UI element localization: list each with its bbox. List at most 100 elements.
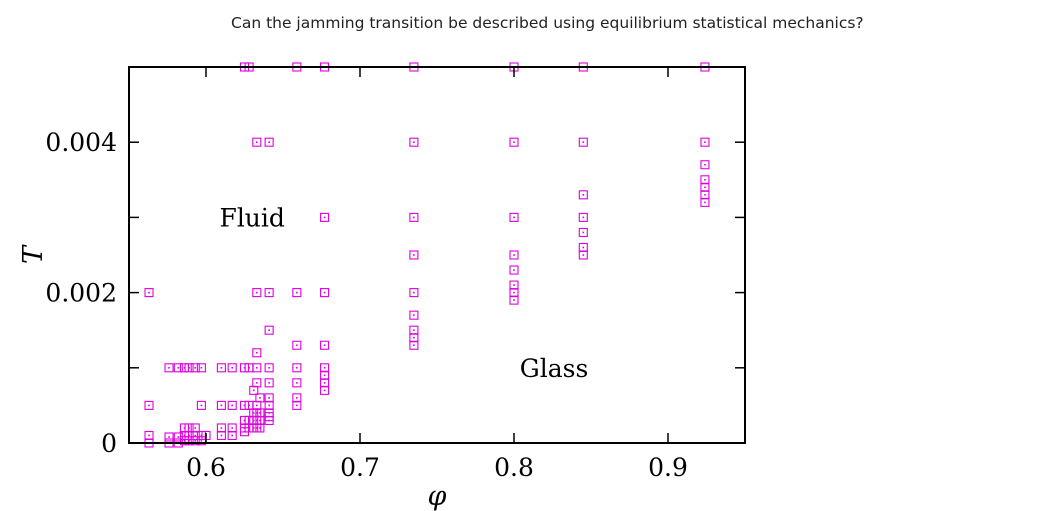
y-tick-label: 0.002	[45, 279, 117, 308]
data-point	[264, 137, 274, 147]
data-point-center	[194, 427, 197, 429]
data-point-center	[220, 404, 223, 407]
data-point	[173, 363, 183, 373]
data-point-center	[323, 374, 326, 377]
data-point-center	[231, 427, 233, 429]
data-point-center	[220, 367, 223, 369]
data-point-center	[243, 430, 246, 433]
data-point-center	[256, 351, 258, 354]
data-point-center	[582, 194, 585, 196]
data-point	[184, 430, 194, 441]
region-annotations: Fluid Glass	[219, 203, 588, 382]
data-point-center	[268, 367, 270, 369]
data-point-center	[243, 419, 246, 422]
data-point-center	[413, 336, 415, 339]
data-point-center	[259, 419, 261, 422]
data-point	[252, 378, 262, 388]
data-point	[409, 310, 419, 320]
data-point	[255, 393, 265, 403]
data-point	[252, 363, 262, 373]
data-point	[292, 400, 302, 410]
data-point-center	[513, 269, 515, 271]
data-point	[320, 288, 330, 298]
data-point-center	[248, 427, 250, 429]
data-point-center	[183, 439, 186, 442]
data-point	[264, 325, 274, 335]
data-point-center	[252, 427, 255, 429]
data-point-center	[243, 367, 246, 369]
data-point	[255, 423, 265, 433]
data-point-center	[513, 299, 515, 301]
data-point-center	[296, 367, 298, 369]
data-point-center	[148, 434, 150, 437]
data-point-center	[256, 427, 258, 429]
data-point-center	[513, 254, 515, 256]
data-point-center	[296, 397, 298, 399]
data-point-center	[200, 434, 203, 437]
tick-labels: 0.6 0.7 0.8 0.9 0 0.002 0.004	[45, 128, 687, 482]
figure-caption: Can the jamming transition be described …	[231, 14, 864, 32]
data-point-center	[252, 419, 255, 422]
data-point-center	[183, 367, 186, 369]
data-point	[144, 288, 154, 298]
data-point-center	[582, 246, 585, 249]
data-point-center	[268, 291, 270, 294]
data-point-center	[413, 314, 415, 316]
data-point-center	[256, 412, 258, 414]
data-point-center	[513, 291, 515, 294]
data-point	[320, 340, 330, 350]
data-point	[190, 363, 200, 373]
data-point-center	[323, 389, 326, 392]
data-point-center	[704, 179, 706, 181]
data-point-center	[268, 329, 270, 331]
data-point-center	[323, 382, 326, 384]
data-point	[409, 137, 419, 147]
data-point-center	[413, 329, 415, 331]
data-point-center	[323, 291, 326, 294]
data-point-center	[582, 141, 585, 143]
data-point-center	[200, 439, 203, 442]
data-point-center	[413, 291, 415, 294]
data-point-center	[243, 404, 246, 407]
data-point	[264, 288, 274, 298]
data-point	[216, 430, 226, 441]
data-point	[164, 363, 174, 373]
data-point	[578, 227, 588, 237]
x-tick-label: 0.6	[186, 453, 226, 482]
data-point	[409, 340, 419, 350]
data-point-center	[268, 382, 270, 384]
data-point-center	[220, 427, 223, 429]
data-points	[144, 62, 710, 448]
data-point	[409, 250, 419, 260]
data-point	[509, 295, 519, 305]
data-point-center	[248, 367, 250, 369]
data-point-center	[148, 291, 150, 294]
data-point	[184, 436, 194, 446]
data-point	[578, 137, 588, 147]
data-point-center	[582, 231, 585, 234]
data-point-center	[188, 367, 190, 369]
data-point	[196, 363, 206, 373]
data-point	[509, 250, 519, 260]
data-point-center	[513, 284, 515, 286]
data-point-center	[704, 186, 706, 189]
data-point	[700, 160, 710, 170]
data-point-center	[188, 439, 190, 442]
data-point	[190, 430, 200, 441]
data-point-center	[252, 412, 255, 414]
plot-frame	[128, 66, 746, 444]
data-point-center	[413, 216, 415, 219]
data-point-center	[323, 367, 326, 369]
data-point-center	[256, 141, 258, 143]
data-point	[252, 137, 262, 147]
data-point-center	[248, 404, 250, 407]
data-point-center	[413, 254, 415, 256]
data-point	[252, 348, 262, 358]
y-axis-label: T	[18, 244, 49, 264]
axis-ticks	[129, 66, 745, 444]
data-point-center	[259, 397, 261, 399]
data-point-center	[252, 389, 255, 392]
data-point-center	[268, 397, 270, 399]
data-point	[292, 340, 302, 350]
data-point	[509, 137, 519, 147]
